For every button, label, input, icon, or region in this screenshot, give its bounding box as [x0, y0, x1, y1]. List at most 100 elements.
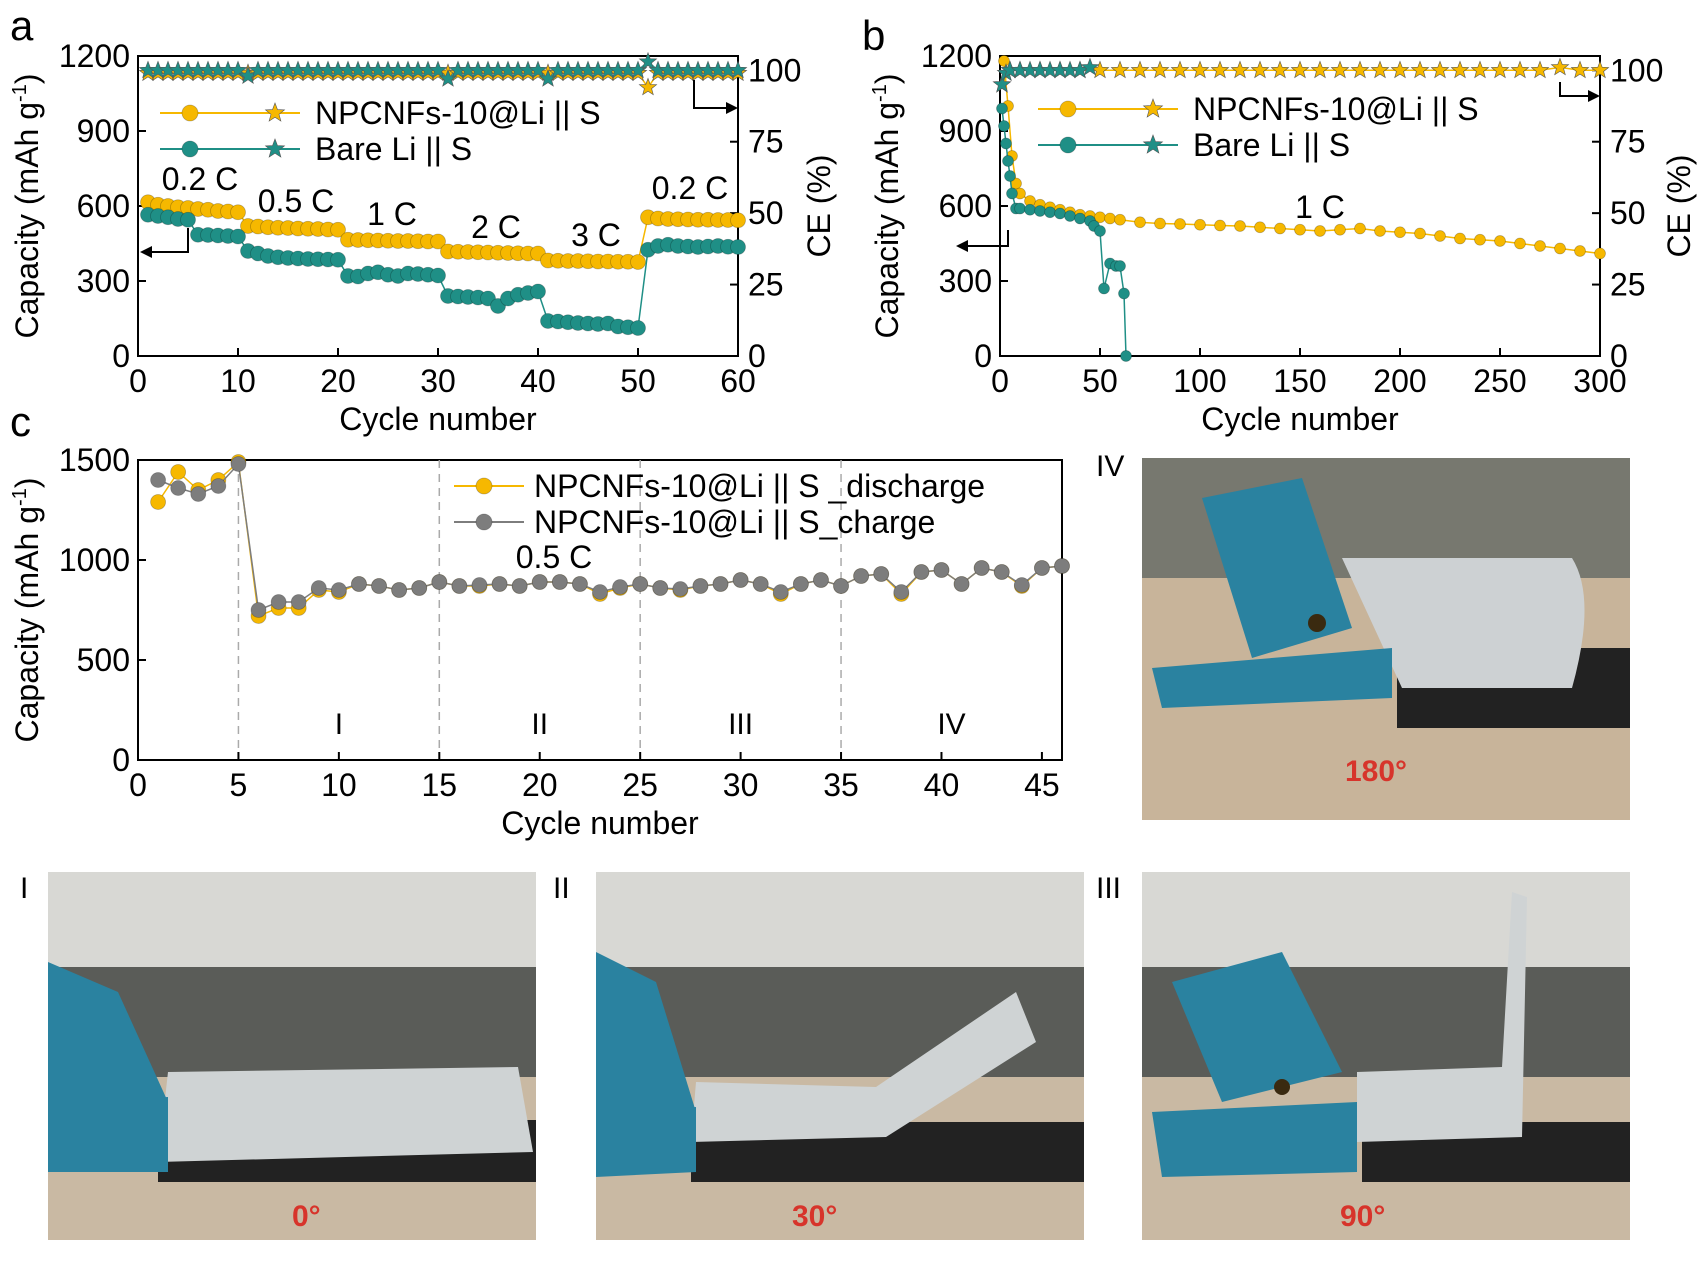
- series-b-3: [992, 57, 1100, 93]
- data-point-b-3: [992, 74, 1012, 93]
- data-point-b-2: [1350, 60, 1370, 79]
- angle-label-180: 180°: [1345, 755, 1408, 788]
- axis-pointer-head-a: [140, 246, 152, 258]
- rate-annotation-a: 0.2 C: [162, 161, 238, 197]
- y-tick-label-b: 300: [939, 263, 992, 299]
- data-point-c-1: [873, 566, 890, 582]
- data-point-b-0: [1294, 223, 1306, 236]
- y2-tick-label-b: 75: [1610, 124, 1646, 160]
- y-tick-label-c: 1000: [59, 542, 130, 578]
- data-point-c-1: [572, 576, 588, 592]
- y-axis-label-tail: ): [9, 74, 45, 85]
- data-point-b-2: [1170, 60, 1190, 79]
- y-axis-label-b: Capacity (mAh g-1): [869, 74, 905, 339]
- x-tick-label-a: 60: [720, 363, 756, 399]
- x-tick-label-b: 200: [1373, 363, 1426, 399]
- bent-cell-photo: [1142, 458, 1630, 820]
- data-point-b-0: [998, 55, 1010, 67]
- y2-tick-label-a: 50: [748, 195, 784, 231]
- data-point-a-1: [430, 267, 446, 284]
- data-point-b-1: [1054, 207, 1066, 220]
- data-point-b-1: [1064, 210, 1076, 222]
- data-point-b-2: [1130, 60, 1150, 79]
- legend-label-a: NPCNFs-10@Li || S: [315, 95, 601, 131]
- chart-a: 0 10 20 30 40 50 60030060090012000255075100Cyc…: [9, 38, 837, 437]
- data-point-c-1: [371, 578, 387, 594]
- data-point-c-1: [792, 576, 809, 592]
- data-point-b-0: [1134, 216, 1146, 229]
- data-point-b-2: [1450, 60, 1470, 79]
- y-axis-label-text: Capacity (mAh g: [9, 102, 45, 339]
- data-point-c-1: [230, 456, 247, 472]
- data-point-a-3: [528, 60, 548, 79]
- legend-label-b: Bare Li || S: [1193, 127, 1350, 163]
- data-point-b-0: [1374, 225, 1386, 237]
- data-point-a-1: [630, 320, 646, 336]
- data-point-a-0: [730, 212, 746, 229]
- legend-c: NPCNFs-10@Li || S _dischargeNPCNFs-10@Li…: [454, 468, 985, 540]
- x-tick-label-c: 35: [823, 767, 859, 803]
- x-tick-label-b: 100: [1173, 363, 1226, 399]
- data-point-c-1: [190, 486, 207, 502]
- x-tick-label-a: 30: [420, 363, 456, 399]
- data-point-b-1: [1034, 205, 1046, 217]
- data-point-c-1: [833, 578, 849, 594]
- data-point-b-0: [1174, 218, 1186, 230]
- data-point-b-0: [1234, 220, 1246, 232]
- axis-pointer-arrow-b: [966, 230, 1009, 247]
- plot-frame-c: [137, 459, 1063, 761]
- axis-pointer-head-a: [726, 102, 738, 114]
- data-point-b-0: [1394, 226, 1406, 239]
- data-point-b-1: [1114, 260, 1126, 272]
- x-tick-label-b: 300: [1573, 363, 1626, 399]
- data-point-b-1: [1000, 137, 1012, 150]
- data-point-a-3: [428, 60, 448, 79]
- y2-axis-label-a: CE (%): [801, 154, 837, 257]
- legend-label-a: Bare Li || S: [315, 131, 472, 167]
- y2-tick-label-b: 50: [1610, 195, 1646, 231]
- y2-tick-label-b: 0: [1610, 338, 1628, 374]
- x-tick-label-c: 25: [622, 767, 658, 803]
- angle-label-30: 30°: [792, 1200, 838, 1233]
- data-point-b-1: [1002, 155, 1014, 167]
- data-point-c-1: [913, 564, 930, 580]
- data-point-c-1: [411, 580, 428, 596]
- data-point-c-1: [933, 562, 950, 578]
- x-tick-label-a: 40: [520, 363, 556, 399]
- data-point-b-1: [1098, 282, 1110, 295]
- series-a-1: [140, 206, 746, 336]
- data-point-c-1: [330, 582, 347, 598]
- panel-letter-b: b: [862, 12, 886, 59]
- data-point-b-0: [1554, 242, 1566, 255]
- data-point-a-0: [230, 204, 246, 221]
- data-point-b-2: [1330, 60, 1350, 79]
- data-point-b-0: [1594, 247, 1606, 260]
- y-tick-label-c: 500: [77, 642, 130, 678]
- legend-star-a: [264, 138, 286, 158]
- photo-tag-iii: III: [1096, 872, 1122, 905]
- photo-tag-ii: II: [553, 872, 570, 905]
- data-point-b-0: [1474, 233, 1486, 246]
- chart-c: I II III IV0 5 10 15 20 25 30 35 40 45050010001500Cy…: [9, 442, 1070, 841]
- data-point-a-1: [330, 251, 346, 268]
- angle-label-0: 0°: [292, 1200, 321, 1233]
- data-point-c-1: [813, 572, 829, 588]
- legend-star-b: [1142, 98, 1164, 118]
- legend-star-b: [1142, 134, 1164, 154]
- x-tick-label-b: 0: [991, 363, 1009, 399]
- x-tick-label-c: 45: [1024, 767, 1060, 803]
- data-point-c-1: [672, 581, 689, 597]
- data-point-c-1: [250, 602, 267, 618]
- x-tick-label-a: 10: [220, 363, 256, 399]
- data-point-c-1: [652, 580, 669, 596]
- data-point-b-1: [1120, 350, 1132, 362]
- data-point-b-2: [1110, 60, 1130, 79]
- y-axis-label-text: Capacity (mAh g: [9, 506, 45, 743]
- y-axis-label-sup: -1: [9, 84, 31, 102]
- axis-pointer-arrow-a: [150, 228, 189, 253]
- y-tick-label-a: 900: [77, 113, 130, 149]
- y-tick-label-a: 1200: [59, 38, 130, 74]
- y2-tick-label-a: 75: [748, 124, 784, 160]
